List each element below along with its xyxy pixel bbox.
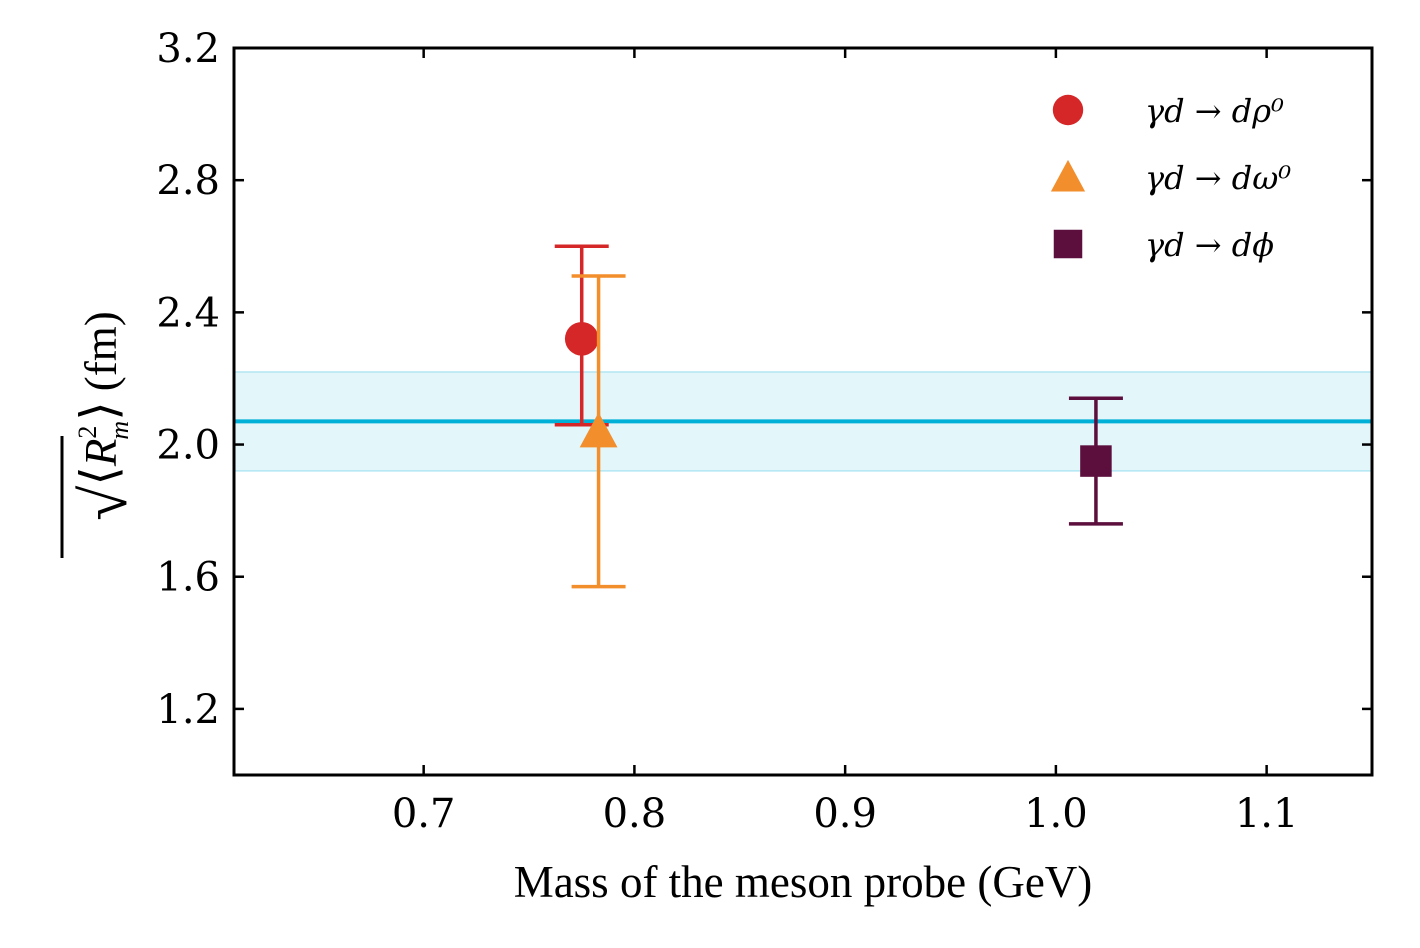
y-tick-label: 1.6 bbox=[156, 555, 220, 601]
y-tick-label: 2.4 bbox=[156, 290, 220, 336]
y-axis-title-unit: (fm) bbox=[76, 311, 126, 391]
marker-triangle bbox=[579, 412, 618, 448]
legend-entry: γd → dω⁰ bbox=[1050, 159, 1291, 197]
legend-entry: γd → dρ⁰ bbox=[1052, 92, 1284, 130]
legend-label: γd → dρ⁰ bbox=[1145, 92, 1284, 130]
y-axis-title-var: R bbox=[76, 439, 126, 468]
y-tick-label: 3.2 bbox=[156, 26, 220, 72]
ticks-layer: 0.7 0.8 0.9 1.0 1.1 1.2 1.6 2.0 2.4 2.8 3.2 bbox=[156, 26, 1372, 837]
legend-label: γd → dω⁰ bbox=[1145, 159, 1291, 197]
svg-text:√⟨R2m⟩(fm): √⟨R2 m⟩ (fm) bbox=[69, 311, 140, 520]
y-axis-title-sub: m bbox=[105, 421, 134, 440]
x-tick-label: 1.0 bbox=[1024, 791, 1088, 837]
data-point-square bbox=[1068, 396, 1123, 526]
legend-marker-circle bbox=[1052, 94, 1084, 126]
band-layer bbox=[234, 371, 1372, 472]
data-point-triangle bbox=[571, 274, 626, 589]
legend-label: γd → dϕ bbox=[1145, 226, 1274, 264]
legend-marker-triangle bbox=[1050, 159, 1086, 192]
x-tick-label: 0.8 bbox=[603, 791, 667, 837]
y-tick-label: 2.8 bbox=[156, 158, 220, 204]
x-tick-label: 0.7 bbox=[392, 791, 456, 837]
y-tick-label: 1.2 bbox=[156, 687, 220, 733]
y-axis-title-sup: 2 bbox=[73, 426, 102, 439]
y-axis-title: √⟨R2 m⟩ (fm) bbox=[60, 311, 140, 558]
x-tick-label: 0.9 bbox=[813, 791, 877, 837]
marker-square bbox=[1080, 445, 1112, 477]
legend: γd → dρ⁰ γd → dω⁰ γd → dϕ bbox=[1050, 92, 1291, 264]
y-axis-title-langle: ⟨ bbox=[71, 466, 127, 486]
y-axis-title-rangle: ⟩ bbox=[71, 401, 127, 421]
legend-entry: γd → dϕ bbox=[1053, 226, 1274, 264]
x-axis-title: Mass of the meson probe (GeV) bbox=[514, 857, 1093, 907]
y-axis-title-sqrt: √ bbox=[69, 485, 140, 521]
marker-circle bbox=[564, 322, 599, 356]
legend-marker-square bbox=[1053, 229, 1083, 259]
x-tick-label: 1.1 bbox=[1235, 791, 1299, 837]
series-layer bbox=[554, 244, 1123, 589]
plot-frame bbox=[232, 46, 1374, 777]
y-tick-label: 2.0 bbox=[156, 423, 220, 469]
